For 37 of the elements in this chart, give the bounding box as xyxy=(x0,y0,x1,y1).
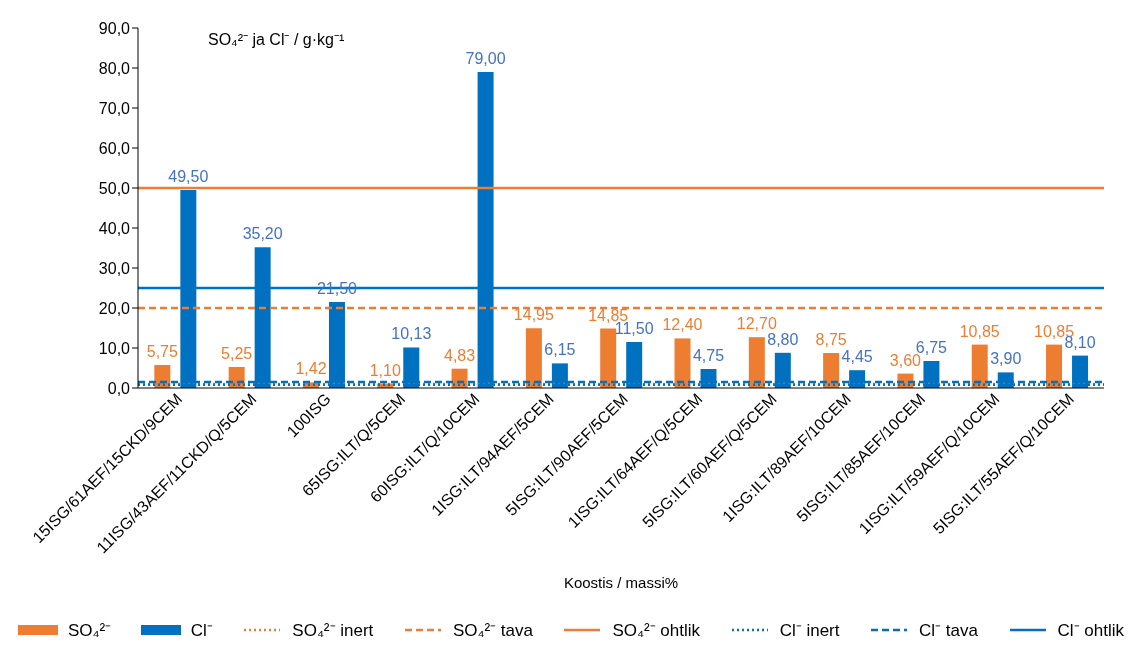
y-tick-label: 10,0 xyxy=(98,339,131,357)
y-tick-label: 80,0 xyxy=(98,59,131,77)
y-tick-label: 40,0 xyxy=(98,219,131,237)
data-label: 8,75 xyxy=(815,331,847,348)
data-label: 5,25 xyxy=(221,345,253,362)
legend-label: Cl⁻ inert xyxy=(779,620,840,641)
data-label: 49,50 xyxy=(168,168,209,185)
data-label: 8,80 xyxy=(767,330,799,348)
data-label: 12,40 xyxy=(662,316,703,334)
y-tick-label: 50,0 xyxy=(98,179,131,197)
y-tick-label: 60,0 xyxy=(98,139,131,157)
data-label: 10,85 xyxy=(959,322,1000,340)
data-label: 1,42 xyxy=(295,360,327,378)
data-label: 1,10 xyxy=(369,361,401,379)
y-tick-label: 90,0 xyxy=(98,19,131,37)
data-label: 35,20 xyxy=(242,225,283,243)
y-tick-label: 20,0 xyxy=(98,299,131,317)
data-label: 4,83 xyxy=(444,346,476,364)
data-label: 4,75 xyxy=(692,347,725,364)
legend-label: SO₄²⁻ ohtlik xyxy=(612,620,701,641)
data-label: 6,15 xyxy=(544,341,576,359)
data-label: 10,13 xyxy=(391,325,432,343)
y-tick-label: 70,0 xyxy=(98,99,131,117)
data-label: 4,45 xyxy=(841,348,873,366)
data-label: 12,70 xyxy=(736,315,777,333)
x-axis-title: Koostis / massi% xyxy=(563,574,679,591)
legend-label: Cl⁻ tava xyxy=(919,620,978,641)
legend-label: SO₄²⁻ inert xyxy=(292,620,374,641)
legend-label: Cl⁻ xyxy=(190,620,213,641)
legend-label: SO₄²⁻ xyxy=(68,620,112,641)
legend-label: SO₄²⁻ tava xyxy=(452,620,533,641)
y-tick-label: 30,0 xyxy=(98,259,131,277)
legend-label: Cl⁻ ohtlik xyxy=(1057,620,1124,641)
data-label: 3,90 xyxy=(990,350,1022,368)
y-axis-title: SO₄²⁻ ja Cl⁻ / g·kg⁻¹ xyxy=(208,30,345,50)
data-label: 79,00 xyxy=(465,50,506,67)
data-label: 5,75 xyxy=(146,343,179,360)
